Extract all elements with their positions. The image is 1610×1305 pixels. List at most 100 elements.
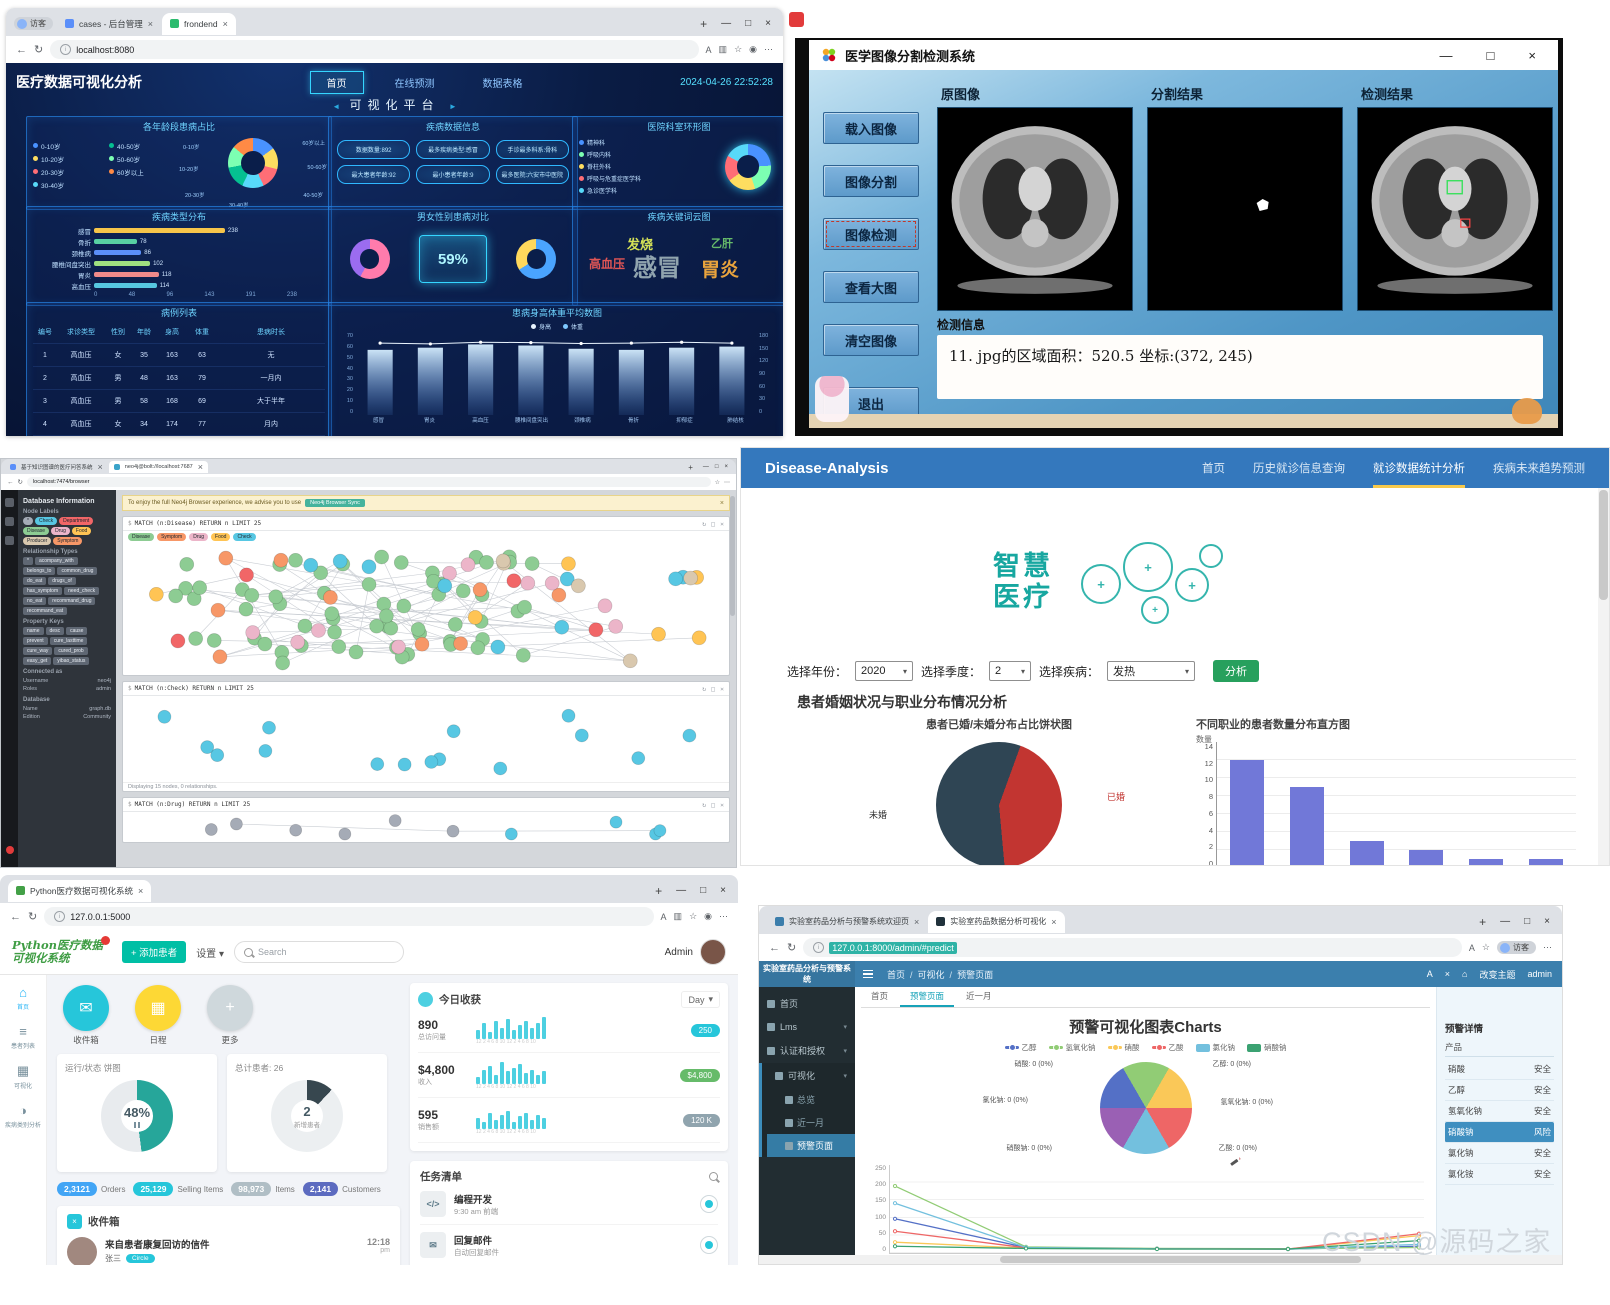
bar[interactable] xyxy=(1349,841,1384,865)
browser-sync-button[interactable]: Neo4j Browser Sync xyxy=(305,499,365,507)
sidebar-toggle-icon[interactable] xyxy=(855,961,881,987)
search-input[interactable]: Search xyxy=(234,941,404,963)
navbar-action[interactable]: ⌂ xyxy=(1462,969,1468,979)
window-minimize-button[interactable]: — xyxy=(702,464,709,470)
property-pill[interactable]: yibao_status xyxy=(53,657,90,665)
node-label-pill[interactable]: Producer xyxy=(23,537,52,545)
legend-item[interactable]: 乙醇 xyxy=(1004,1042,1037,1053)
tab-close-icon[interactable]: × xyxy=(222,18,228,29)
relationship-pill[interactable]: do_eat xyxy=(23,577,47,585)
property-pill[interactable]: cure_lasttime xyxy=(49,637,88,645)
scrollbar[interactable] xyxy=(1598,488,1609,865)
task-toggle[interactable] xyxy=(700,1195,718,1213)
property-pill[interactable]: name xyxy=(23,627,44,635)
window-close-button[interactable]: × xyxy=(1528,47,1536,63)
address-bar[interactable]: i 127.0.0.1:8000/admin/#predict xyxy=(803,938,1462,957)
favorite-icon[interactable]: ☆ xyxy=(714,479,720,486)
result-label-pill[interactable]: Symptom xyxy=(157,533,187,541)
node-label-pill[interactable]: Department xyxy=(59,517,94,525)
bar[interactable] xyxy=(1469,859,1504,865)
back-button[interactable]: ← xyxy=(769,941,780,954)
bar[interactable] xyxy=(1289,787,1324,865)
banner-close-icon[interactable]: × xyxy=(719,499,724,507)
year-select[interactable]: 2020 ▾ xyxy=(855,661,914,681)
new-tab-button[interactable]: + xyxy=(688,462,693,472)
window-close-button[interactable]: × xyxy=(720,885,726,896)
more-menu-icon[interactable]: ⋯ xyxy=(764,44,773,54)
favorite-icon[interactable]: ☆ xyxy=(734,44,743,54)
content-tab[interactable]: 首页 xyxy=(871,991,889,1001)
frame-expand-icon[interactable]: □ xyxy=(711,800,716,809)
new-tab-button[interactable]: + xyxy=(655,883,663,898)
tab-close-icon[interactable]: × xyxy=(147,18,154,29)
window-minimize-button[interactable]: — xyxy=(721,18,732,29)
legend-item[interactable]: 乙酸 xyxy=(1151,1042,1184,1053)
sidebar-item-visualization[interactable]: 可视化 ▾ xyxy=(767,1063,855,1088)
cypher-query[interactable]: MATCH (n:Drug) RETURN n LIMIT 25 xyxy=(134,801,251,808)
relationship-pill[interactable]: recommand_eat xyxy=(23,607,68,615)
property-pill[interactable]: cured_prob xyxy=(54,647,88,655)
relationship-pill[interactable]: belongs_to xyxy=(23,567,56,575)
nav-item[interactable]: 疾病未来趋势预测 xyxy=(1493,463,1585,475)
tab-close-icon[interactable]: × xyxy=(914,916,920,927)
sidebar-item-home[interactable]: 首页 xyxy=(759,991,855,1016)
address-bar[interactable]: i 127.0.0.1:5000 xyxy=(44,907,654,926)
window-maximize-button[interactable]: □ xyxy=(1524,916,1531,927)
sidebar-item[interactable]: ≡ 患者列表 xyxy=(10,1024,35,1050)
legend-item[interactable]: 硝酸 xyxy=(1107,1042,1140,1053)
quick-action[interactable]: + 更多 xyxy=(207,985,253,1046)
tab-close-icon[interactable]: × xyxy=(137,885,144,896)
frame-close-icon[interactable]: × xyxy=(720,800,724,809)
quick-action-icon[interactable]: + xyxy=(207,985,253,1031)
reload-button[interactable]: ↻ xyxy=(787,942,797,954)
sidebar-subitem[interactable]: 近一月 xyxy=(767,1111,855,1134)
nav-item[interactable]: 就诊数据统计分析 xyxy=(1373,448,1465,488)
result-label-pill[interactable]: Disease xyxy=(128,533,155,541)
breadcrumb-item[interactable]: 可视化 xyxy=(905,968,945,981)
property-pill[interactable]: cause xyxy=(66,627,88,635)
nav-item[interactable]: 数据表格 xyxy=(482,78,523,90)
sidebar-subitem[interactable]: 总览 xyxy=(767,1088,855,1111)
navbar-action[interactable]: admin xyxy=(1527,969,1552,979)
browser-profile-chip[interactable]: 访客 xyxy=(1497,941,1536,954)
tool-button[interactable]: 载入图像 xyxy=(823,112,919,144)
database-icon[interactable] xyxy=(5,498,14,507)
search-icon[interactable] xyxy=(709,1172,718,1181)
reload-button[interactable]: ↻ xyxy=(34,44,44,56)
quick-action[interactable]: ▦ 日程 xyxy=(135,985,181,1046)
quick-action-icon[interactable]: ✉ xyxy=(63,985,109,1031)
window-maximize-button[interactable]: □ xyxy=(745,18,752,29)
favorites-icon[interactable] xyxy=(5,517,14,526)
window-minimize-button[interactable]: — xyxy=(1439,47,1453,63)
task-toggle[interactable] xyxy=(700,1236,718,1254)
relationship-pill[interactable]: acompany_with xyxy=(34,557,78,565)
scrollbar-thumb[interactable] xyxy=(999,1256,1362,1263)
more-menu-icon[interactable]: ⋯ xyxy=(724,479,730,486)
bar[interactable] xyxy=(1529,859,1564,865)
navbar-action[interactable]: 改变主题 xyxy=(1479,969,1516,980)
legend-item[interactable]: 氢氧化钠 xyxy=(1048,1042,1096,1053)
node-label-pill[interactable]: Food xyxy=(71,527,92,535)
property-pill[interactable]: prevent xyxy=(23,637,48,645)
browser-tab[interactable]: 基于知识图谱的医疗问答系统 × xyxy=(5,461,108,473)
zoom-indicator-icon[interactable]: A xyxy=(705,44,712,55)
result-label-pill[interactable]: Food xyxy=(211,533,231,541)
profile-icon[interactable]: ◉ xyxy=(749,44,757,54)
tab-close-icon[interactable]: × xyxy=(97,462,103,472)
app-brand[interactable]: 实验室药品分析与预警系统 xyxy=(759,961,855,987)
nav-item[interactable]: 历史就诊信息查询 xyxy=(1253,463,1345,475)
frame-close-icon[interactable]: × xyxy=(720,519,724,528)
legend-item[interactable]: 氯化钠 xyxy=(1195,1042,1235,1053)
graph-visualization[interactable] xyxy=(123,543,729,675)
address-bar[interactable]: i localhost:8080 xyxy=(50,40,699,59)
sidebar-subitem[interactable]: 预警页面 xyxy=(767,1134,855,1157)
product-status-row[interactable]: 氯化铵 安全 xyxy=(1445,1164,1554,1185)
product-status-row[interactable]: 氯化钠 安全 xyxy=(1445,1143,1554,1164)
sidebar-group[interactable]: Lms ▾ xyxy=(759,1016,855,1038)
avatar[interactable] xyxy=(700,939,726,965)
window-maximize-button[interactable]: □ xyxy=(1486,47,1495,63)
frame-close-icon[interactable]: × xyxy=(720,684,724,693)
new-tab-button[interactable]: + xyxy=(1479,914,1487,929)
nav-item[interactable]: 在线预测 xyxy=(394,78,435,90)
browser-tab[interactable]: frondend × xyxy=(162,12,236,35)
